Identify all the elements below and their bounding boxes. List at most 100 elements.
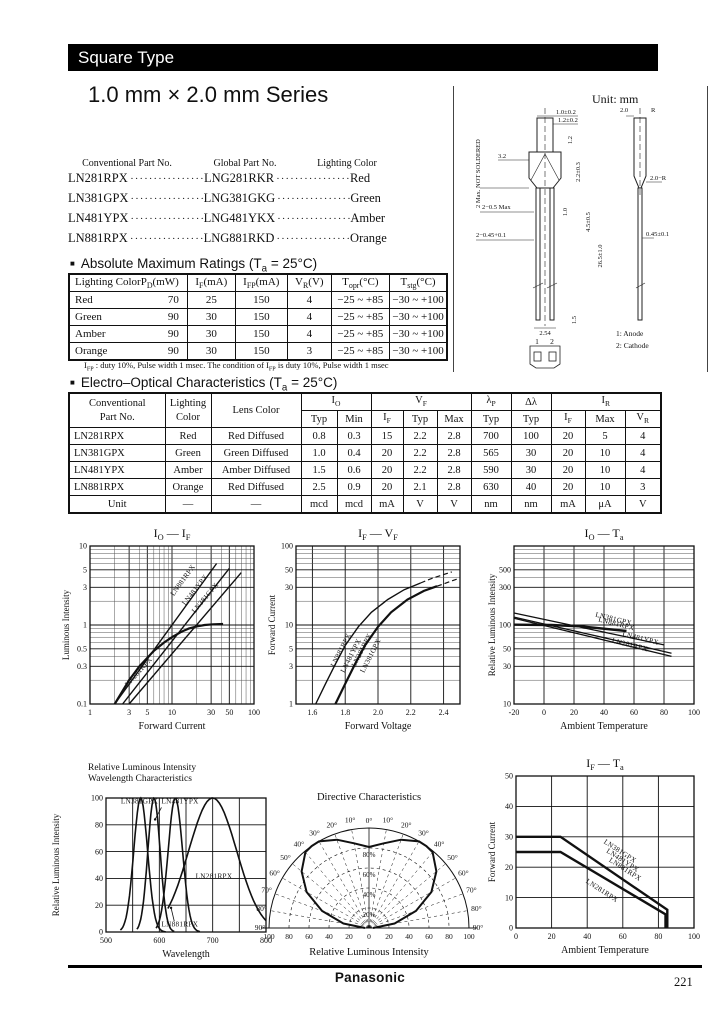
svg-text:80°: 80°: [256, 904, 267, 913]
svg-text:Forward Current: Forward Current: [487, 821, 497, 882]
dim-body-height: 2.2±0.3: [575, 162, 582, 182]
lighting-color: Orange: [350, 231, 387, 245]
svg-text:1: 1: [88, 708, 92, 717]
dotted-leader: ····················: [130, 173, 204, 185]
value-cell: 150: [234, 308, 288, 326]
part-list-header-color: Lighting Color: [317, 158, 377, 169]
dim-gap: 1.0: [562, 208, 569, 216]
value-cell: 590: [470, 461, 512, 479]
part-list-row: LN281RPX····················LNG281RKR···…: [68, 171, 390, 191]
svg-text:40: 40: [325, 932, 333, 941]
value-cell: LN881RPX: [68, 478, 166, 496]
value-cell: 2.2: [402, 461, 438, 479]
table-row: Amber 90 30 150 4 −25 ~ +85 −30 ~ +100: [68, 325, 448, 343]
svg-text:40: 40: [600, 708, 608, 717]
svg-text:20: 20: [95, 901, 103, 910]
lighting-color-pd-cell: Green 90: [68, 308, 188, 326]
dotted-leader: ····················: [276, 173, 350, 185]
svg-text:10: 10: [168, 708, 176, 717]
svg-text:5: 5: [145, 708, 149, 717]
value-cell: 4: [624, 427, 662, 445]
legend-cathode: 2: Cathode: [616, 341, 649, 350]
svg-text:50: 50: [285, 565, 293, 574]
dim-lead-width: 2−0.45+0.1: [476, 232, 506, 239]
svg-text:80: 80: [95, 821, 103, 830]
svg-text:60: 60: [630, 708, 638, 717]
svg-text:Relative Luminous Intensity: Relative Luminous Intensity: [309, 947, 429, 958]
dotted-leader: ····················: [277, 213, 350, 225]
value-cell: 4: [286, 325, 332, 343]
part-list: Conventional Part No. Global Part No. Li…: [68, 158, 390, 251]
svg-text:0: 0: [367, 932, 371, 941]
part-list-row: LN881RPX····················LNG881RKD···…: [68, 231, 390, 251]
value-cell: 150: [234, 325, 288, 343]
value-cell: LN381GPX: [68, 444, 166, 462]
dim-tube-width2: 1.2±0.2: [558, 117, 578, 124]
header-lens-color: Lens Color: [210, 392, 302, 428]
value-cell: 30: [186, 325, 236, 343]
svg-text:30: 30: [285, 583, 293, 592]
column-header: IF(mA): [186, 273, 236, 292]
svg-text:60: 60: [305, 932, 313, 941]
dotted-leader: ····················: [129, 233, 204, 245]
svg-text:600: 600: [153, 936, 165, 945]
svg-text:60%: 60%: [363, 871, 376, 879]
legend-anode: 1: Anode: [616, 329, 644, 338]
dotted-leader: ····················: [276, 233, 350, 245]
svg-text:20°: 20°: [401, 821, 412, 830]
svg-text:1.8: 1.8: [340, 708, 350, 717]
svg-text:60°: 60°: [458, 869, 469, 878]
svg-text:50: 50: [505, 772, 513, 781]
svg-text:LN481YPX: LN481YPX: [161, 797, 199, 805]
svg-text:Wavelength: Wavelength: [162, 949, 210, 960]
eo-table-wrap: Conventional Part No. Lighting Color Lens …: [68, 392, 662, 514]
svg-text:Forward Voltage: Forward Voltage: [345, 721, 412, 732]
svg-text:50°: 50°: [447, 853, 458, 862]
sub-header: VR: [624, 410, 662, 428]
value-cell: μA: [584, 495, 626, 514]
value-cell: 30: [510, 461, 552, 479]
value-cell: −25 ~ +85: [330, 342, 390, 361]
lighting-color-pd-cell: Red 70: [68, 291, 188, 309]
dotted-leader: ····················: [130, 213, 203, 225]
table-row: Green 90 30 150 4 −25 ~ +85 −30 ~ +100: [68, 308, 448, 326]
value-cell: 30: [510, 444, 552, 462]
svg-text:70°: 70°: [261, 886, 272, 895]
value-cell: 10: [584, 461, 626, 479]
svg-text:Wavelength Characteristics: Wavelength Characteristics: [88, 774, 192, 784]
value-cell: −30 ~ +100: [388, 325, 448, 343]
svg-text:0: 0: [99, 928, 103, 937]
svg-text:60: 60: [619, 932, 627, 941]
value-cell: mA: [370, 495, 404, 514]
lighting-color-pd-cell: Orange 90: [68, 342, 188, 361]
conventional-part-no: LN481YPX: [68, 211, 129, 225]
svg-text:0: 0: [542, 708, 546, 717]
dim-body-width: 3.2: [498, 153, 506, 160]
sub-header: IF: [550, 410, 586, 428]
table-row: LN881RPX Orange Red Diffused 2.5 0.9 20 2.1 2.8…: [68, 478, 662, 496]
value-cell: 2.8: [436, 478, 472, 496]
value-cell: nm: [510, 495, 552, 514]
part-list-header: Conventional Part No. Global Part No. Li…: [68, 158, 390, 169]
value-cell: 4: [624, 461, 662, 479]
svg-text:2.0: 2.0: [373, 708, 383, 717]
mechanical-drawing: 1.0±0.2 1.2±0.2 1.2 3.2 2 Max. NOT SOLDE…: [475, 107, 669, 369]
header-vf-group: VF: [370, 392, 472, 411]
header-lighting-color: Lighting Color: [164, 392, 212, 428]
svg-text:10: 10: [79, 542, 87, 551]
svg-text:1: 1: [83, 621, 87, 630]
value-cell: 20: [370, 444, 404, 462]
value-cell: 1.5: [300, 461, 338, 479]
dim-side-radius: R: [651, 107, 656, 114]
abs-max-table: Lighting Color PD(mW) IF(mA) IFP(mA) VR(V) To…: [68, 273, 449, 361]
svg-text:5: 5: [83, 565, 87, 574]
value-cell: 4: [286, 308, 332, 326]
value-cell: 15: [370, 427, 404, 445]
global-part-no: LNG481YKX: [203, 211, 276, 225]
dim-side-lead: 0.45±0.1: [646, 231, 669, 238]
value-cell: 0.9: [336, 478, 372, 496]
chart-forward-current-derating: 0 20 40 60 80 100 0 10 20 30 40 50 Ambient Temperatu…: [487, 756, 700, 956]
lighting-color: Red: [349, 171, 371, 185]
dotted-leader: ····················: [277, 193, 350, 205]
